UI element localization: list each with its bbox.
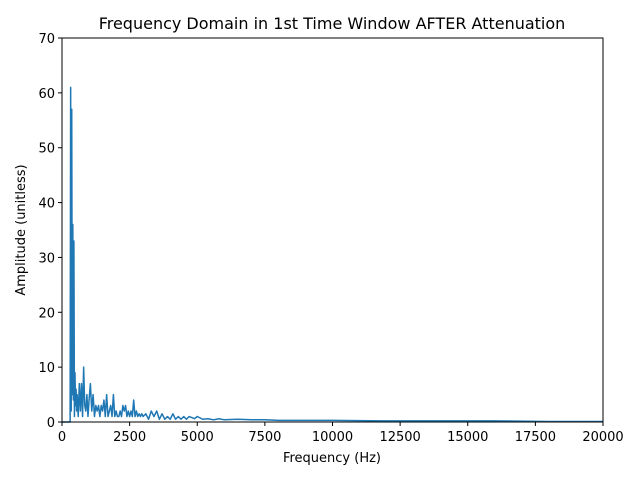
x-tick-label: 0: [58, 430, 66, 445]
x-axis-ticks: 0 2500 5000 7500 10000 12500 15000 17500 20000: [58, 422, 624, 445]
x-tick-label: 7500: [248, 430, 281, 445]
y-axis-label: Amplitude (unitless): [14, 164, 29, 295]
chart-title: Frequency Domain in 1st Time Window AFTE…: [99, 14, 566, 33]
plot-area: [62, 86, 603, 423]
plot-frame: [61, 37, 604, 423]
x-tick-label: 5000: [181, 430, 214, 445]
x-tick-label: 10000: [312, 430, 353, 445]
x-tick-label: 17500: [515, 430, 556, 445]
x-axis-label: Frequency (Hz): [283, 451, 381, 466]
y-axis-ticks: 0 10 20 30 40 50 60 70: [38, 32, 62, 431]
y-tick-label: 40: [38, 197, 55, 212]
y-tick-label: 70: [38, 32, 55, 47]
x-tick-label: 15000: [447, 430, 488, 445]
spectrum-line-0: [62, 86, 603, 423]
y-tick-label: 60: [38, 87, 55, 102]
x-tick-label: 20000: [582, 430, 623, 445]
y-tick-label: 0: [47, 416, 55, 431]
y-tick-label: 50: [38, 142, 55, 157]
x-tick-label: 2500: [113, 430, 146, 445]
y-tick-label: 20: [38, 306, 55, 321]
y-tick-label: 10: [38, 361, 55, 376]
x-tick-label: 12500: [379, 430, 420, 445]
y-tick-label: 30: [38, 251, 55, 266]
